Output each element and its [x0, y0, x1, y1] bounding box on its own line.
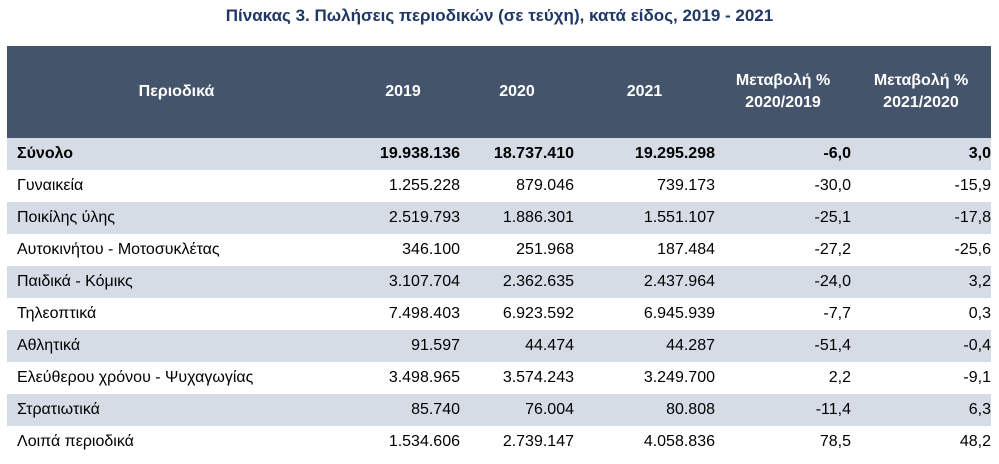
header-2020: 2020: [499, 83, 535, 100]
header-change-2021-2020-line2: 2021/2020: [883, 94, 959, 111]
cell-2020: 18.737.410: [493, 145, 574, 162]
sales-table: Περιοδικά 2019 2020 2021 Μεταβολή % 2020…: [7, 46, 991, 458]
cell-change-2020-2019: -27,2: [814, 241, 851, 258]
cell-change-2020-2019: -7,7: [823, 305, 851, 322]
cell-change-2020-2019: -51,4: [814, 337, 851, 354]
cell-2019: 2.519.793: [388, 209, 460, 226]
table-row: Λοιπά περιοδικά 1.534.606 2.739.147 4.05…: [7, 426, 991, 458]
cell-change-2021-2020: -0,4: [963, 337, 991, 354]
table-row: Στρατιωτικά 85.740 76.004 80.808 -11,4 6…: [7, 394, 991, 426]
cell-change-2020-2019: -30,0: [814, 177, 851, 194]
cell-change-2021-2020: 48,2: [959, 433, 991, 450]
cell-2021: 44.287: [666, 337, 715, 354]
cell-2020: 76.004: [525, 401, 574, 418]
cell-2020: 2.739.147: [502, 433, 574, 450]
cell-2019: 1.534.606: [388, 433, 460, 450]
row-name: Ποικίλης ύλης: [17, 209, 115, 226]
cell-2019: 85.740: [411, 401, 460, 418]
cell-change-2020-2019: 78,5: [819, 433, 851, 450]
cell-2021: 19.295.298: [634, 145, 715, 162]
cell-change-2021-2020: 3,2: [968, 273, 991, 290]
cell-change-2021-2020: -25,6: [954, 241, 991, 258]
table-row: Αυτοκινήτου - Μοτοσυκλέτας 346.100 251.9…: [7, 234, 991, 266]
cell-2021: 80.808: [666, 401, 715, 418]
cell-2021: 2.437.964: [643, 273, 715, 290]
cell-change-2020-2019: -11,4: [815, 401, 851, 418]
row-name: Σύνολο: [17, 145, 74, 162]
cell-2021: 1.551.107: [643, 209, 715, 226]
cell-2020: 1.886.301: [502, 209, 574, 226]
cell-2021: 3.249.700: [643, 369, 715, 386]
header-change-2020-2019: Μεταβολή % 2020/2019: [715, 46, 851, 138]
row-name: Λοιπά περιοδικά: [17, 433, 134, 450]
cell-2019: 7.498.403: [388, 305, 460, 322]
row-name: Αυτοκινήτου - Μοτοσυκλέτας: [17, 241, 220, 258]
cell-2021: 6.945.939: [643, 305, 715, 322]
row-name: Παιδικά - Κόμικς: [17, 273, 133, 290]
table-row-total: Σύνολο 19.938.136 18.737.410 19.295.298 …: [7, 138, 991, 170]
row-name: Τηλεοπτικά: [17, 305, 97, 322]
header-category: Περιοδικά: [138, 83, 215, 100]
cell-2021: 4.058.836: [643, 433, 715, 450]
cell-2019: 3.107.704: [388, 273, 460, 290]
table-row: Γυναικεία 1.255.228 879.046 739.173 -30,…: [7, 170, 991, 202]
header-change-2020-2019-line2: 2020/2019: [745, 94, 821, 111]
header-change-2021-2020-line1: Μεταβολή %: [873, 72, 969, 89]
cell-2020: 3.574.243: [502, 369, 574, 386]
header-change-2021-2020: Μεταβολή % 2021/2020: [851, 46, 991, 138]
cell-change-2021-2020: -15,9: [954, 177, 991, 194]
cell-change-2021-2020: 6,3: [968, 401, 991, 418]
cell-2019: 346.100: [402, 241, 460, 258]
cell-change-2020-2019: -24,0: [814, 273, 851, 290]
table-row: Ποικίλης ύλης 2.519.793 1.886.301 1.551.…: [7, 202, 991, 234]
row-name: Στρατιωτικά: [17, 401, 100, 418]
header-2019: 2019: [385, 83, 421, 100]
table-header: Περιοδικά 2019 2020 2021 Μεταβολή % 2020…: [7, 46, 991, 138]
cell-2019: 19.938.136: [379, 145, 460, 162]
cell-change-2020-2019: 2,2: [828, 369, 851, 386]
cell-change-2020-2019: -6,0: [823, 145, 851, 162]
cell-change-2021-2020: -17,8: [954, 209, 991, 226]
cell-2020: 879.046: [516, 177, 574, 194]
cell-2021: 187.484: [657, 241, 715, 258]
cell-2020: 251.968: [516, 241, 574, 258]
cell-2021: 739.173: [657, 177, 715, 194]
cell-2019: 91.597: [411, 337, 460, 354]
header-change-2020-2019-line1: Μεταβολή %: [735, 72, 831, 89]
cell-2020: 2.362.635: [502, 273, 574, 290]
cell-change-2020-2019: -25,1: [814, 209, 851, 226]
header-row: Περιοδικά 2019 2020 2021 Μεταβολή % 2020…: [7, 46, 991, 138]
cell-2019: 3.498.965: [388, 369, 460, 386]
cell-2020: 6.923.592: [502, 305, 574, 322]
table-body: Σύνολο 19.938.136 18.737.410 19.295.298 …: [7, 138, 991, 458]
cell-change-2021-2020: -9,1: [963, 369, 991, 386]
cell-change-2021-2020: 3,0: [968, 145, 991, 162]
table-title: Πίνακας 3. Πωλήσεις περιοδικών (σε τεύχη…: [225, 6, 774, 25]
row-name: Γυναικεία: [17, 177, 84, 194]
header-2021: 2021: [626, 83, 663, 100]
cell-change-2021-2020: 0,3: [968, 305, 991, 322]
table-row: Ελεύθερου χρόνου - Ψυχαγωγίας 3.498.965 …: [7, 362, 991, 394]
table-row: Τηλεοπτικά 7.498.403 6.923.592 6.945.939…: [7, 298, 991, 330]
cell-2020: 44.474: [525, 337, 574, 354]
row-name: Αθλητικά: [17, 337, 81, 354]
table-row: Αθλητικά 91.597 44.474 44.287 -51,4 -0,4: [7, 330, 991, 362]
row-name: Ελεύθερου χρόνου - Ψυχαγωγίας: [17, 369, 254, 386]
cell-2019: 1.255.228: [388, 177, 460, 194]
table-row: Παιδικά - Κόμικς 3.107.704 2.362.635 2.4…: [7, 266, 991, 298]
